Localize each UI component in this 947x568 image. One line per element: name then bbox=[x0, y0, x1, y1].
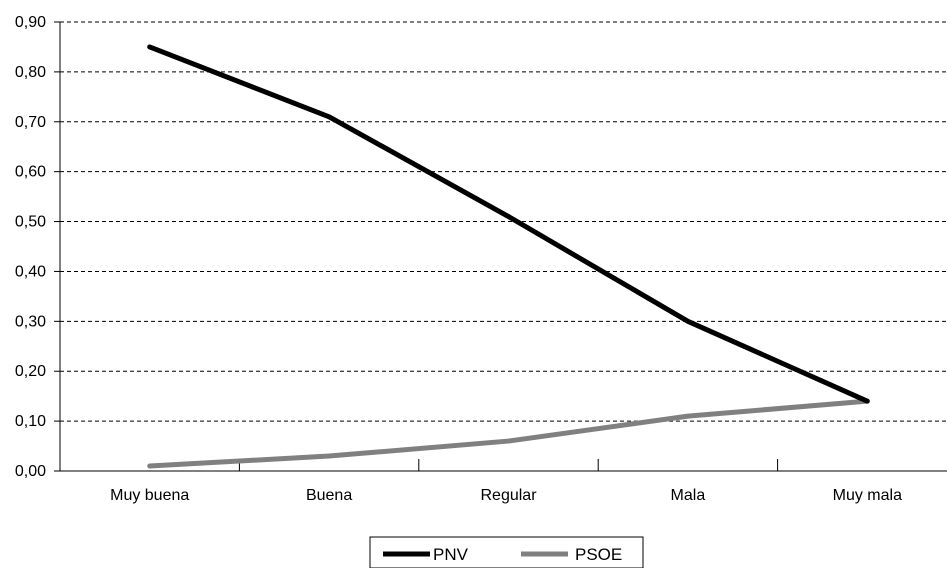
x-tick-label: Muy buena bbox=[110, 487, 189, 504]
y-axis-ticks: 0,00 0,10 0,20 0,30 0,40 0,50 0,60 0,70 0,80 0,90 bbox=[15, 14, 60, 480]
x-tick-label: Regular bbox=[480, 487, 537, 504]
y-tick-label: 0,50 bbox=[15, 214, 46, 231]
series-line-pnv bbox=[147, 44, 870, 404]
y-tick-label: 0,60 bbox=[15, 164, 46, 181]
gridlines bbox=[60, 21, 947, 422]
series-line-psoe bbox=[147, 398, 870, 469]
x-tick-label: Muy mala bbox=[833, 487, 902, 504]
y-tick-label: 0,00 bbox=[15, 463, 46, 480]
y-tick-label: 0,70 bbox=[15, 114, 46, 131]
legend-label-psoe: PSOE bbox=[575, 545, 622, 564]
legend: PNV PSOE bbox=[369, 536, 644, 568]
legend-label-pnv: PNV bbox=[433, 545, 469, 564]
y-tick-label: 0,20 bbox=[15, 363, 46, 380]
x-tick-label: Mala bbox=[671, 487, 706, 504]
y-tick-label: 0,90 bbox=[15, 14, 46, 31]
series-lines bbox=[147, 44, 870, 469]
y-tick-label: 0,10 bbox=[15, 413, 46, 430]
x-axis-ticks: Muy buena Buena Regular Mala Muy mala bbox=[110, 459, 902, 504]
x-tick-label: Buena bbox=[306, 487, 352, 504]
y-tick-label: 0,80 bbox=[15, 64, 46, 81]
axes bbox=[59, 22, 947, 472]
y-tick-label: 0,30 bbox=[15, 313, 46, 330]
y-tick-label: 0,40 bbox=[15, 263, 46, 280]
